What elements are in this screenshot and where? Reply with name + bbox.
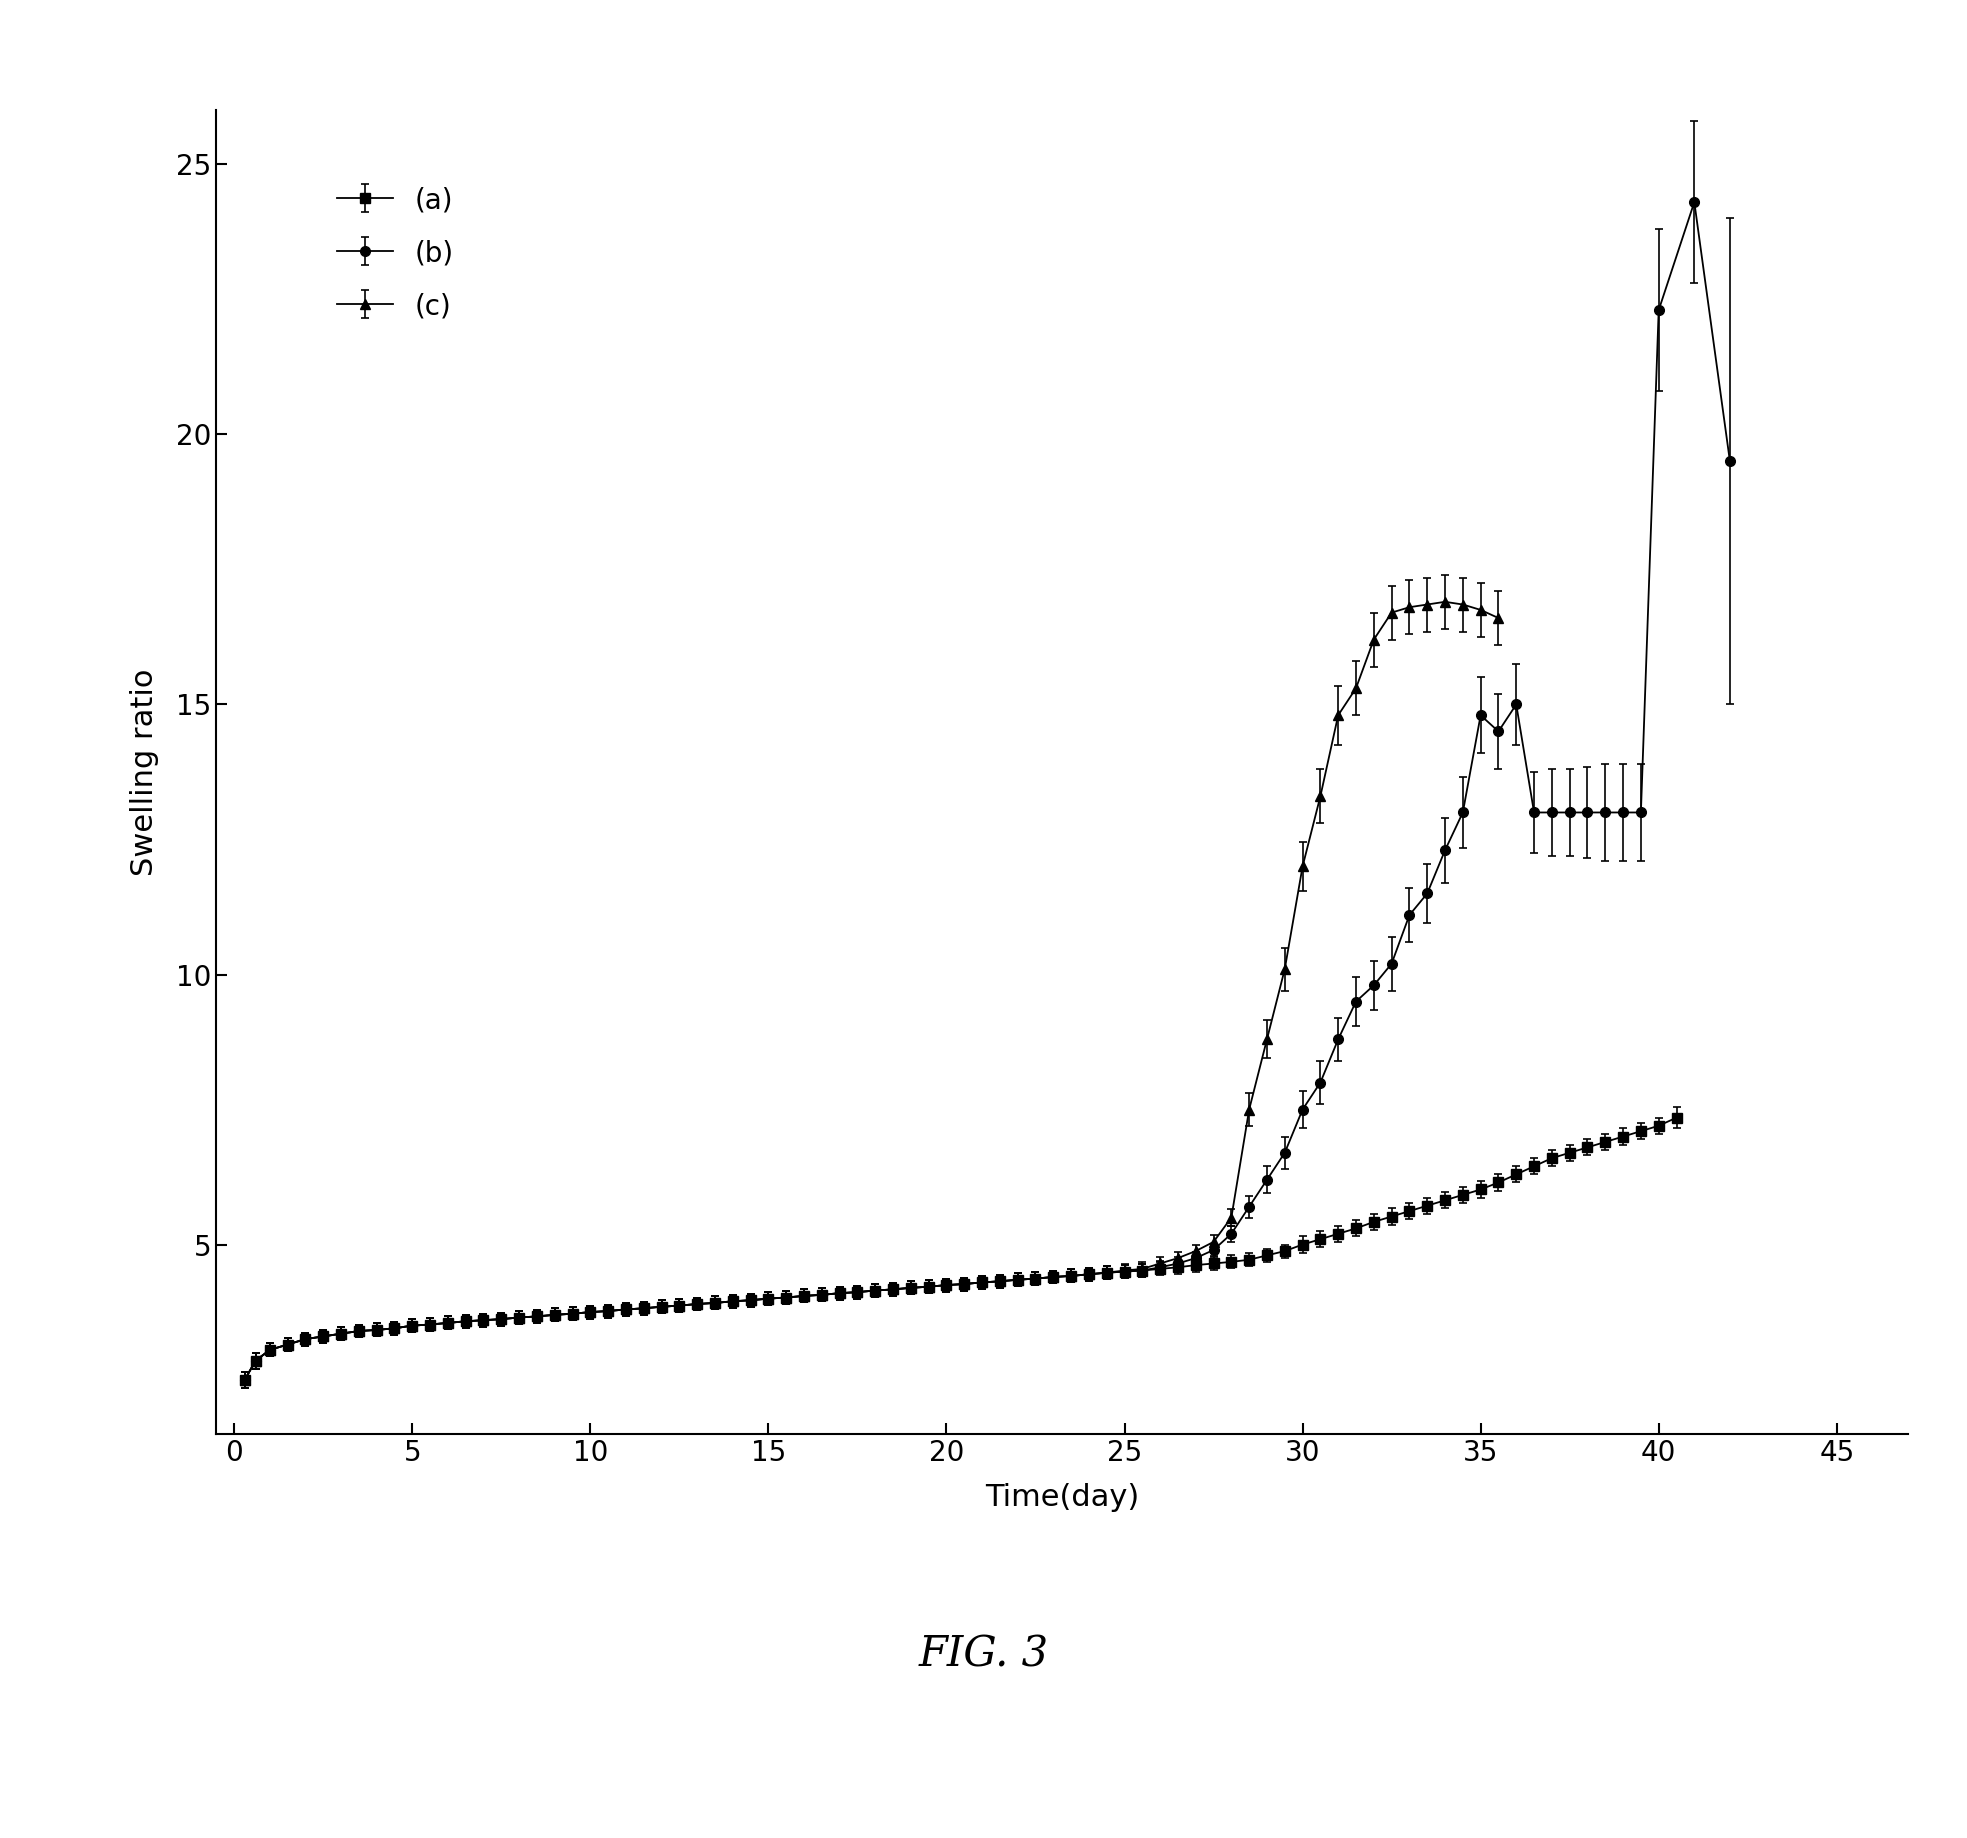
- Text: FIG. 3: FIG. 3: [919, 1634, 1048, 1674]
- Y-axis label: Swelling ratio: Swelling ratio: [130, 669, 159, 875]
- Legend: (a), (b), (c): (a), (b), (c): [315, 164, 476, 342]
- X-axis label: Time(day): Time(day): [985, 1483, 1139, 1513]
